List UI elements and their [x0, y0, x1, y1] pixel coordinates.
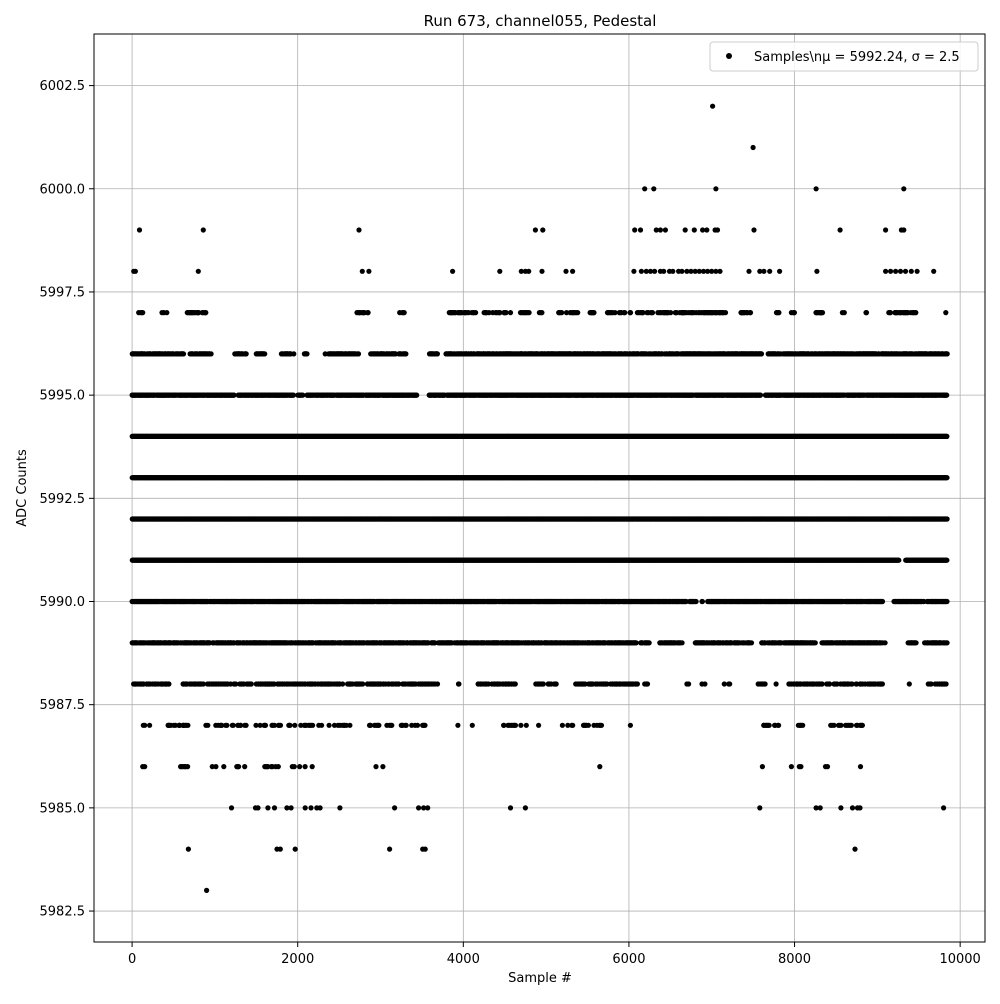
data-point — [838, 723, 843, 728]
data-point — [536, 723, 541, 728]
data-point — [944, 599, 949, 604]
data-point — [249, 681, 254, 686]
data-point — [422, 723, 427, 728]
data-point — [470, 723, 475, 728]
data-point — [242, 764, 247, 769]
data-point — [292, 723, 297, 728]
data-point — [142, 723, 147, 728]
data-point — [820, 681, 825, 686]
data-point — [645, 681, 650, 686]
data-point — [560, 723, 565, 728]
data-point — [347, 723, 352, 728]
data-point — [415, 723, 420, 728]
data-point — [554, 681, 559, 686]
data-point — [727, 681, 732, 686]
data-point — [310, 723, 315, 728]
data-point — [360, 681, 365, 686]
data-point — [680, 640, 685, 645]
data-point — [831, 723, 836, 728]
data-point — [647, 640, 652, 645]
data-point — [774, 681, 779, 686]
data-point — [236, 764, 241, 769]
data-point — [166, 681, 171, 686]
data-point — [541, 681, 546, 686]
data-point — [456, 681, 461, 686]
data-point — [800, 723, 805, 728]
data-point — [599, 723, 604, 728]
data-point — [310, 764, 315, 769]
data-point — [702, 681, 707, 686]
data-point — [813, 640, 818, 645]
data-point — [798, 764, 803, 769]
data-point — [880, 681, 885, 686]
data-point — [914, 640, 919, 645]
data-point — [944, 681, 949, 686]
data-point — [722, 681, 727, 686]
data-point — [825, 764, 830, 769]
data-point — [858, 764, 863, 769]
data-point — [287, 723, 292, 728]
data-point — [776, 723, 781, 728]
data-point — [945, 640, 950, 645]
data-point — [883, 640, 888, 645]
data-point — [763, 681, 768, 686]
data-point — [185, 723, 190, 728]
data-point — [767, 723, 772, 728]
data-point — [634, 640, 639, 645]
data-point — [205, 723, 210, 728]
data-point — [789, 764, 794, 769]
data-point — [570, 723, 575, 728]
data-point — [231, 723, 236, 728]
data-point — [276, 764, 281, 769]
data-point — [597, 764, 602, 769]
data-point — [327, 723, 332, 728]
data-point — [278, 723, 283, 728]
data-point — [224, 723, 229, 728]
data-point — [880, 599, 885, 604]
data-point — [749, 640, 754, 645]
data-point — [142, 764, 147, 769]
data-point — [586, 723, 591, 728]
data-point — [513, 681, 518, 686]
data-point — [860, 723, 865, 728]
data-point — [760, 764, 765, 769]
data-point — [896, 558, 901, 563]
data-point — [849, 723, 854, 728]
data-point — [303, 764, 308, 769]
data-point — [907, 681, 912, 686]
data-point — [380, 764, 385, 769]
data-point — [292, 764, 297, 769]
data-point — [340, 681, 345, 686]
data-point — [686, 681, 691, 686]
data-point — [518, 723, 523, 728]
data-point — [244, 723, 249, 728]
data-point — [147, 723, 152, 728]
data-point — [700, 599, 705, 604]
data-point — [213, 764, 218, 769]
data-point — [435, 681, 440, 686]
data-point — [524, 723, 529, 728]
data-point — [635, 681, 640, 686]
data-point — [389, 723, 394, 728]
data-point — [404, 723, 409, 728]
data-point — [319, 723, 324, 728]
data-point — [944, 558, 949, 563]
data-point — [221, 764, 226, 769]
data-point — [185, 764, 190, 769]
data-point — [455, 723, 460, 728]
data-point — [373, 764, 378, 769]
data-point — [297, 764, 302, 769]
data-point — [513, 723, 518, 728]
data-point — [628, 723, 633, 728]
data-point — [263, 723, 268, 728]
data-point — [376, 723, 381, 728]
data-point — [694, 599, 699, 604]
